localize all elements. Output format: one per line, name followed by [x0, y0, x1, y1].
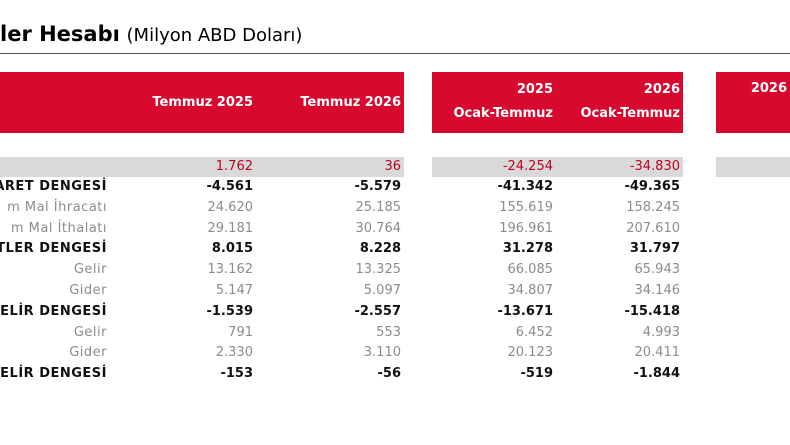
cell-value: 34.146 — [634, 283, 681, 298]
column-header: 2025 — [516, 82, 553, 97]
row-label: ELİR DENGESİ — [0, 303, 107, 319]
cell-value: 5.147 — [215, 283, 253, 298]
cell-value: -15.418 — [624, 303, 680, 319]
cell-value: -49.365 — [624, 179, 680, 194]
row-label: m Mal İthalatı — [10, 220, 107, 236]
cell-value: -34.830 — [629, 159, 680, 174]
cell-value: 31.797 — [629, 241, 680, 257]
column-header: Temmuz 2026 — [300, 95, 401, 110]
cell-value: -519 — [520, 366, 553, 382]
cell-value: 13.162 — [207, 262, 254, 278]
cell-value: 4.993 — [642, 324, 680, 340]
row-label: Gelir — [73, 324, 107, 340]
cell-value: 34.807 — [507, 283, 554, 298]
total-band — [432, 157, 683, 177]
cell-value: 24.620 — [207, 199, 254, 215]
cell-value: -2.557 — [354, 303, 401, 319]
row-label: TLER DENGESİ — [0, 241, 107, 257]
cell-value: 3.110 — [363, 345, 401, 361]
column-header: 2026 — [750, 81, 787, 96]
cell-value: -5.579 — [354, 179, 401, 194]
cell-value: -13.671 — [497, 303, 553, 319]
cell-value: 30.764 — [355, 220, 402, 236]
header-band — [716, 72, 790, 133]
cell-value: 158.245 — [626, 199, 680, 215]
cell-value: 20.411 — [634, 345, 681, 361]
cell-value: 2.330 — [215, 345, 253, 361]
cell-value: 66.085 — [507, 262, 554, 278]
cell-value: -56 — [377, 366, 402, 382]
cell-value: 20.123 — [507, 345, 554, 361]
subtitle: (Milyon ABD Doları) — [126, 25, 303, 46]
cell-value: -153 — [220, 366, 253, 382]
row-label: ELİR DENGESİ — [0, 366, 107, 382]
cell-value: -24.254 — [502, 159, 553, 174]
cell-value: 196.961 — [499, 220, 553, 236]
cell-value: 25.185 — [355, 199, 402, 215]
cell-value: 31.278 — [502, 241, 553, 257]
cell-value: 29.181 — [207, 220, 254, 236]
cell-value: 207.610 — [626, 220, 680, 236]
cell-value: 36 — [384, 159, 401, 174]
column-header: Ocak-Temmuz — [453, 106, 553, 121]
total-band — [0, 157, 404, 177]
row-label: Gelir — [73, 262, 107, 278]
row-label: Gider — [69, 345, 107, 361]
row-label: m Mal İhracatı — [7, 199, 107, 215]
cell-value: 13.325 — [355, 262, 402, 278]
cell-value: -41.342 — [497, 179, 553, 194]
cell-value: 155.619 — [499, 199, 553, 215]
title-rule — [0, 53, 790, 54]
column-header: Temmuz 2025 — [152, 95, 253, 110]
cell-value: 8.015 — [211, 241, 253, 257]
cell-value: -1.844 — [633, 366, 680, 382]
cell-value: 5.097 — [363, 283, 401, 298]
header-band — [0, 72, 404, 133]
column-header: 2026 — [643, 82, 680, 97]
row-label: ARET DENGESİ — [0, 179, 107, 194]
cell-value: 8.228 — [359, 241, 401, 257]
cell-value: 791 — [228, 324, 253, 340]
cell-value: 553 — [376, 324, 401, 340]
cell-value: 1.762 — [215, 159, 253, 174]
cell-value: -1.539 — [206, 303, 253, 319]
header-band — [432, 72, 683, 133]
row-label: Gider — [69, 283, 107, 298]
cell-value: -4.561 — [206, 179, 253, 194]
cell-value: 6.452 — [515, 324, 553, 340]
total-band — [716, 157, 790, 177]
title: ler Hesabı — [0, 22, 120, 46]
column-header: Ocak-Temmuz — [580, 106, 680, 121]
title-row: ler Hesabı (Milyon ABD Doları) — [0, 22, 302, 46]
cell-value: 65.943 — [634, 262, 681, 278]
